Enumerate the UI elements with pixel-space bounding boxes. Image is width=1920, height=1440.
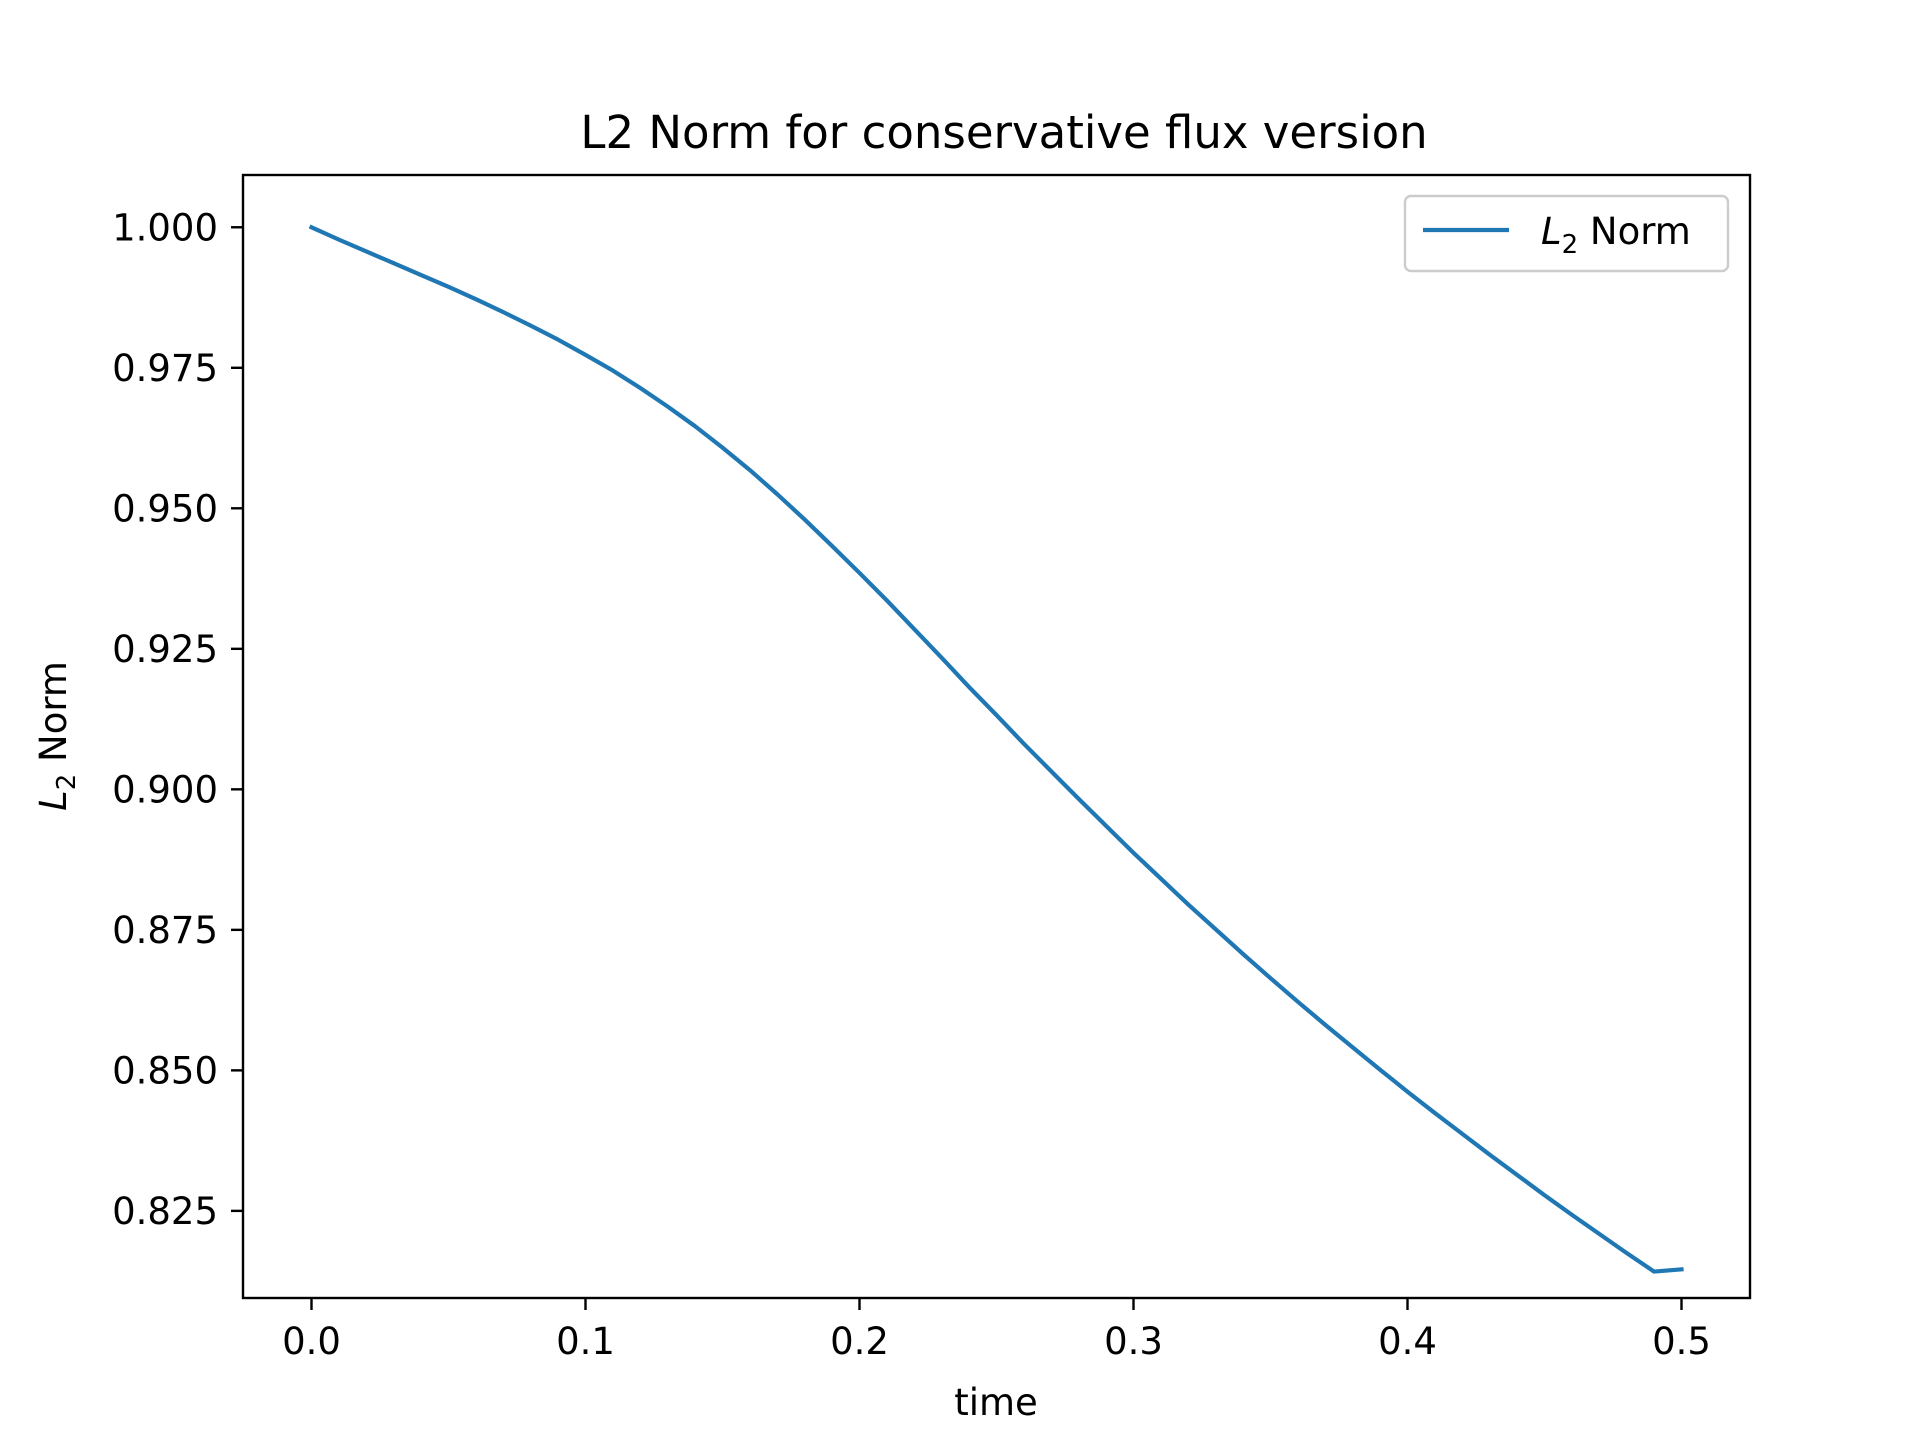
y-tick-label: 0.975 xyxy=(112,347,218,390)
y-tick-label: 1.000 xyxy=(112,206,218,249)
y-axis-label-base: L xyxy=(32,790,75,811)
y-axis-label-subscript: 2 xyxy=(52,774,82,791)
y-tick-label: 0.900 xyxy=(112,768,218,811)
y-tick-label: 0.825 xyxy=(112,1190,218,1233)
legend-label-base: L xyxy=(1541,210,1562,253)
legend-label-rest: Norm xyxy=(1578,210,1691,253)
tick-labels: 0.0 0.1 0.2 0.3 0.4 0.5 0.825 0.850 0.875 0.900 0.… xyxy=(112,206,1711,1363)
legend: L2 Norm xyxy=(1403,194,1730,273)
x-axis-label: time xyxy=(954,1381,1038,1424)
x-tick-label: 0.1 xyxy=(556,1320,615,1363)
series-line-l2-norm xyxy=(308,224,1684,1274)
y-axis-label: L2 Norm xyxy=(32,661,82,811)
x-tick-label: 0.2 xyxy=(830,1320,889,1363)
x-tick-label: 0.5 xyxy=(1652,1320,1711,1363)
legend-label-subscript: 2 xyxy=(1562,230,1579,260)
y-axis-label-rest: Norm xyxy=(32,661,75,774)
x-tick-label: 0.4 xyxy=(1378,1320,1437,1363)
y-tick-label: 0.850 xyxy=(112,1049,218,1092)
plot-frame xyxy=(241,173,1752,1300)
y-tick-label: 0.875 xyxy=(112,909,218,952)
x-tick-label: 0.0 xyxy=(282,1320,341,1363)
y-tick-label: 0.950 xyxy=(112,487,218,530)
legend-box xyxy=(1403,194,1730,273)
legend-label: L2 Norm xyxy=(1541,210,1691,260)
axis-ticks xyxy=(231,226,1683,1310)
x-tick-label: 0.3 xyxy=(1104,1320,1163,1363)
chart-title: L2 Norm for conservative flux version xyxy=(580,106,1427,159)
y-tick-label: 0.925 xyxy=(112,628,218,671)
